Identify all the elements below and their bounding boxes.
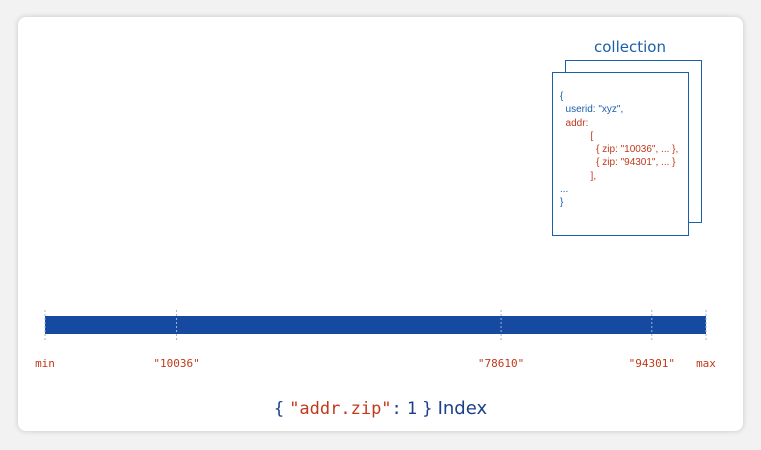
caption-value: 1 — [406, 399, 418, 419]
document-line: userid: "xyz", — [560, 104, 624, 116]
index-caption: { "addr.zip": 1 } Index — [0, 398, 761, 419]
index-bar — [45, 316, 706, 334]
index-tick-label: min — [35, 357, 55, 370]
document-line: { — [560, 91, 564, 102]
collection-document: { userid: "xyz", addr: [ { zip: "10036",… — [552, 72, 689, 236]
document-line: addr: — [560, 117, 589, 129]
document-line: ], — [560, 170, 597, 182]
document-line: } — [560, 197, 564, 209]
document-line: { zip: "10036", ... }, — [560, 144, 679, 156]
caption-close-brace: } — [422, 399, 433, 419]
index-tick-label: "78610" — [477, 357, 525, 370]
caption-open-brace: { — [273, 399, 285, 419]
document-line: { zip: "94301", ... } — [560, 157, 676, 169]
collection-title: collection — [594, 38, 666, 56]
caption-key: "addr.zip" — [289, 399, 392, 419]
index-tick-label: "94301" — [628, 357, 675, 370]
index-tick-label: "10036" — [153, 357, 200, 370]
caption-colon: : — [391, 399, 402, 419]
caption-index-word: Index — [437, 398, 488, 419]
document-line: [ — [560, 130, 594, 142]
document-line: ... — [560, 184, 569, 196]
index-tick-label: max — [696, 357, 716, 370]
